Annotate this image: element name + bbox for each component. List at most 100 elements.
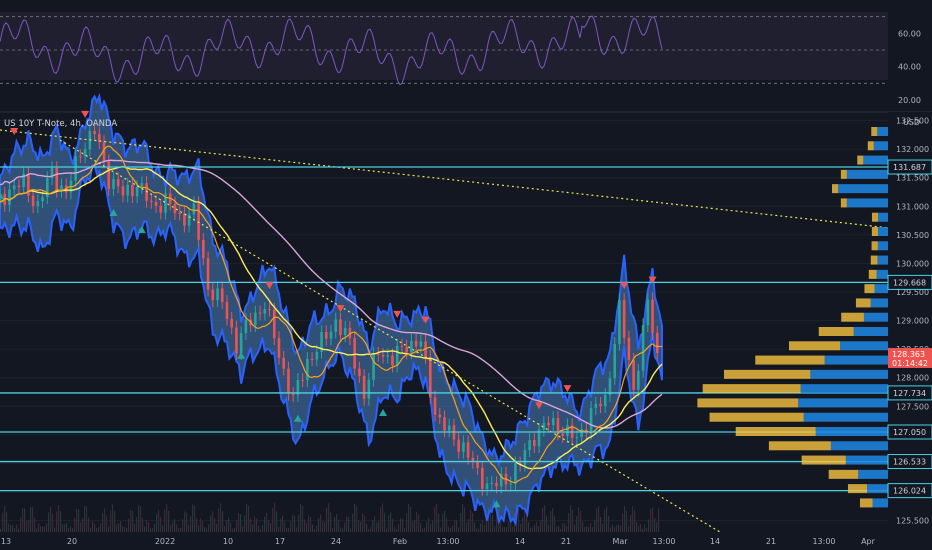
candle-body (655, 332, 659, 354)
volume-bar (52, 513, 54, 532)
volume-bar (370, 526, 372, 532)
time-axis[interactable] (0, 532, 932, 550)
volume-bar (140, 506, 142, 532)
volume-bar (636, 521, 638, 532)
volume-bar (454, 519, 456, 532)
candle-body (499, 473, 503, 487)
volume-bar (382, 503, 384, 532)
candle-body (22, 173, 25, 188)
sell-signal-marker (648, 276, 657, 284)
volume-bar (54, 527, 56, 532)
candle-body (410, 340, 413, 353)
volume-bar (434, 507, 436, 532)
volume-bar (250, 518, 252, 532)
candle-body (17, 185, 21, 188)
volume-profile-sell (697, 398, 799, 408)
candle-body (419, 341, 423, 347)
candle-body (282, 357, 286, 369)
volume-bar (380, 507, 382, 532)
volume-bar (300, 503, 302, 532)
volume-bar (230, 522, 232, 532)
volume-bar (408, 503, 410, 532)
price-tick-label: 128.000 (896, 374, 929, 383)
volume-bar (184, 511, 186, 532)
volume-bar (272, 508, 274, 532)
candle-body (622, 300, 626, 338)
volume-bar (604, 509, 606, 532)
volume-bar (200, 518, 202, 532)
volume-bar (74, 517, 76, 532)
trendline-upper[interactable] (0, 129, 891, 229)
candle-body (258, 312, 262, 314)
volume-bar (60, 511, 62, 532)
volume-bar (234, 527, 236, 532)
candle-body (239, 333, 243, 354)
volume-bar (144, 526, 146, 532)
volume-bar (458, 527, 460, 532)
volume-bar (270, 522, 272, 532)
sell-signal-marker (336, 305, 345, 313)
volume-bar (400, 517, 402, 532)
volume-profile-buy (858, 469, 888, 479)
level-badge-label: 129.668 (893, 278, 926, 287)
candle-body (353, 338, 356, 369)
candle-body (296, 379, 300, 395)
volume-profile-sell (871, 212, 878, 222)
volume-bar (322, 521, 324, 532)
volume-profile-buy (846, 169, 888, 179)
volume-bar (154, 523, 156, 532)
volume-bar (520, 523, 522, 532)
buy-signal-marker (0, 191, 4, 199)
volume-bar (12, 524, 14, 532)
volume-bar (422, 528, 424, 532)
volume-bar (318, 518, 320, 532)
candle-body (320, 332, 323, 352)
volume-bar (456, 520, 458, 532)
volume-bar (532, 527, 534, 532)
volume-bar (158, 509, 160, 532)
level-badge (887, 274, 932, 290)
volume-bar (406, 513, 408, 532)
candle-body (637, 370, 640, 390)
volume-bar (440, 527, 442, 532)
candle-body (306, 358, 309, 381)
candle-body (45, 178, 49, 198)
volume-bar (38, 523, 40, 532)
volume-bar (212, 511, 214, 532)
volume-bar (286, 527, 288, 532)
candle-body (485, 483, 489, 489)
volume-bar (324, 521, 326, 532)
volume-bar (68, 528, 70, 532)
volume-bar (292, 514, 294, 532)
candle-body (608, 378, 612, 396)
volume-profile-sell (788, 341, 841, 351)
volume-bar (546, 515, 548, 532)
volume-bar (326, 507, 328, 532)
volume-bar (224, 526, 226, 532)
volume-bar (8, 523, 10, 532)
volume-bar (614, 527, 616, 532)
volume-bar (374, 516, 376, 532)
volume-bar (576, 516, 578, 532)
volume-bar (472, 512, 474, 532)
volume-bar (424, 527, 426, 532)
volume-bar (308, 514, 310, 532)
time-tick-label: Mar (612, 537, 628, 546)
volume-profile-sell (818, 327, 854, 336)
volume-bar (352, 513, 354, 532)
rsi-line (0, 15, 663, 86)
volume-bar (112, 504, 114, 532)
volume-bar (50, 507, 52, 532)
volume-bar (390, 512, 392, 532)
volume-bar (86, 506, 88, 532)
volume-bar (160, 516, 162, 532)
time-tick-label: 14 (515, 537, 525, 546)
candle-body (580, 429, 583, 438)
candle-body (183, 213, 186, 226)
volume-bar (298, 514, 300, 532)
volume-bar (578, 507, 580, 532)
level-badge (887, 424, 932, 440)
volume-bar (460, 513, 462, 532)
candle-body (395, 345, 399, 366)
